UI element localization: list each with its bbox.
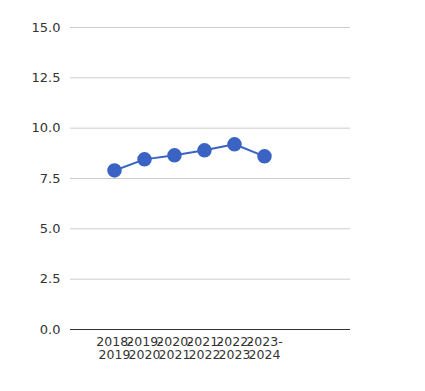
html-text:2021-: 2021- <box>186 334 223 350</box>
svg-text:2023-2024: 2023-2024 <box>246 334 282 362</box>
html-text:2018-: 2018- <box>96 334 133 350</box>
svg-text:7.5: 7.5 <box>40 171 61 186</box>
svg-text:5.0: 5.0 <box>40 221 61 236</box>
svg-text:0.0: 0.0 <box>40 322 61 337</box>
html-text:2020: 2020 <box>128 346 161 362</box>
svg-text:15.0: 15.0 <box>32 20 61 35</box>
html-text:2019: 2019 <box>98 346 131 362</box>
html-text:2019-: 2019- <box>126 334 163 350</box>
html-text:2021: 2021 <box>158 346 191 362</box>
html-text:2022-: 2022- <box>216 334 253 350</box>
html-text:2020-: 2020- <box>156 334 193 350</box>
html-text:2023: 2023 <box>218 346 251 362</box>
html-text:2022: 2022 <box>188 346 221 362</box>
svg-text:2.5: 2.5 <box>40 271 61 286</box>
svg-text:10.0: 10.0 <box>32 120 61 135</box>
svg-text:12.5: 12.5 <box>32 70 61 85</box>
